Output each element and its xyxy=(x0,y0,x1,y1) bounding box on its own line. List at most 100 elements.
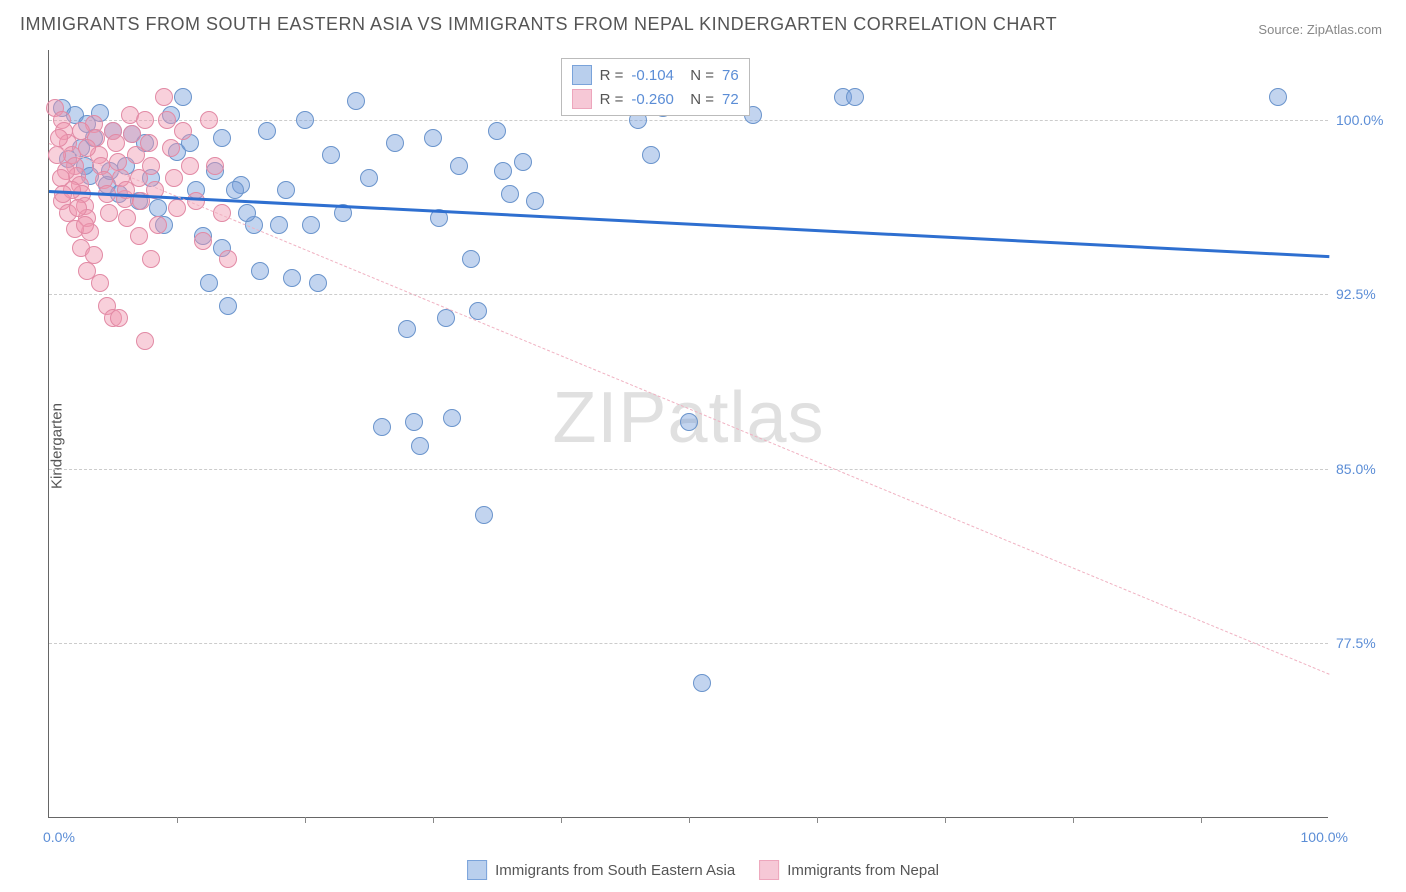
x-tick-mark xyxy=(817,817,818,823)
legend-label-sea: Immigrants from South Eastern Asia xyxy=(495,862,735,879)
scatter-point-nepal xyxy=(194,232,212,250)
scatter-point-sea xyxy=(424,129,442,147)
scatter-point-sea xyxy=(200,274,218,292)
scatter-point-nepal xyxy=(142,250,160,268)
source-prefix: Source: xyxy=(1258,22,1303,37)
scatter-point-sea xyxy=(302,216,320,234)
scatter-point-nepal xyxy=(140,134,158,152)
scatter-point-sea xyxy=(386,134,404,152)
scatter-point-sea xyxy=(680,413,698,431)
scatter-point-nepal xyxy=(206,157,224,175)
legend-label-nepal: Immigrants from Nepal xyxy=(787,862,939,879)
swatch-sea xyxy=(572,65,592,85)
scatter-point-nepal xyxy=(107,134,125,152)
scatter-point-nepal xyxy=(162,139,180,157)
legend-n-label: N = xyxy=(682,91,714,108)
x-axis-legend: Immigrants from South Eastern Asia Immig… xyxy=(467,860,939,880)
scatter-point-nepal xyxy=(123,125,141,143)
scatter-point-sea xyxy=(846,88,864,106)
scatter-point-nepal xyxy=(168,199,186,217)
legend-r-value: -0.104 xyxy=(631,67,674,84)
scatter-point-sea xyxy=(450,157,468,175)
scatter-point-nepal xyxy=(200,111,218,129)
scatter-point-nepal xyxy=(155,88,173,106)
legend-n-label: N = xyxy=(682,67,714,84)
x-tick-mark xyxy=(305,817,306,823)
scatter-point-nepal xyxy=(85,246,103,264)
scatter-point-sea xyxy=(501,185,519,203)
scatter-point-sea xyxy=(405,413,423,431)
swatch-nepal xyxy=(759,860,779,880)
gridline-h xyxy=(49,120,1328,121)
scatter-point-sea xyxy=(238,204,256,222)
legend-row-sea: R = -0.104 N = 76 xyxy=(572,63,739,87)
y-tick-label: 85.0% xyxy=(1336,461,1392,477)
scatter-point-nepal xyxy=(165,169,183,187)
scatter-point-nepal xyxy=(52,169,70,187)
x-tick-mark xyxy=(689,817,690,823)
scatter-point-nepal xyxy=(78,139,96,157)
scatter-point-sea xyxy=(258,122,276,140)
legend-r-value: -0.260 xyxy=(631,91,674,108)
scatter-point-nepal xyxy=(174,122,192,140)
scatter-point-nepal xyxy=(158,111,176,129)
scatter-point-sea xyxy=(213,129,231,147)
source-label: Source: ZipAtlas.com xyxy=(1258,22,1382,37)
legend-item-nepal: Immigrants from Nepal xyxy=(759,860,939,880)
scatter-point-sea xyxy=(488,122,506,140)
scatter-point-sea xyxy=(514,153,532,171)
x-max-label: 100.0% xyxy=(1301,829,1348,845)
scatter-point-sea xyxy=(309,274,327,292)
source-link[interactable]: ZipAtlas.com xyxy=(1307,22,1382,37)
x-min-label: 0.0% xyxy=(43,829,75,845)
scatter-point-sea xyxy=(270,216,288,234)
scatter-point-nepal xyxy=(136,111,154,129)
scatter-point-sea xyxy=(693,674,711,692)
scatter-point-nepal xyxy=(149,216,167,234)
scatter-point-sea xyxy=(347,92,365,110)
chart-title: IMMIGRANTS FROM SOUTH EASTERN ASIA VS IM… xyxy=(20,14,1057,35)
correlation-legend: R = -0.104 N = 76 R = -0.260 N = 72 xyxy=(561,58,750,116)
legend-item-sea: Immigrants from South Eastern Asia xyxy=(467,860,735,880)
swatch-sea xyxy=(467,860,487,880)
scatter-point-sea xyxy=(174,88,192,106)
legend-n-value: 72 xyxy=(722,91,739,108)
gridline-h xyxy=(49,294,1328,295)
scatter-point-sea xyxy=(322,146,340,164)
x-tick-mark xyxy=(1073,817,1074,823)
scatter-point-sea xyxy=(360,169,378,187)
legend-row-nepal: R = -0.260 N = 72 xyxy=(572,87,739,111)
scatter-point-sea xyxy=(277,181,295,199)
scatter-point-nepal xyxy=(54,185,72,203)
y-tick-label: 100.0% xyxy=(1336,112,1392,128)
x-tick-mark xyxy=(177,817,178,823)
legend-r-label: R = xyxy=(600,91,624,108)
scatter-point-sea xyxy=(398,320,416,338)
scatter-point-sea xyxy=(219,297,237,315)
scatter-point-sea xyxy=(526,192,544,210)
scatter-point-sea xyxy=(373,418,391,436)
swatch-nepal xyxy=(572,89,592,109)
x-tick-mark xyxy=(945,817,946,823)
x-tick-mark xyxy=(1201,817,1202,823)
scatter-point-nepal xyxy=(130,227,148,245)
scatter-point-sea xyxy=(443,409,461,427)
gridline-h xyxy=(49,643,1328,644)
x-tick-mark xyxy=(433,817,434,823)
scatter-point-nepal xyxy=(110,309,128,327)
scatter-point-sea xyxy=(251,262,269,280)
y-tick-label: 92.5% xyxy=(1336,286,1392,302)
scatter-point-nepal xyxy=(118,209,136,227)
scatter-point-nepal xyxy=(76,216,94,234)
plot-area: ZIPatlas 77.5%85.0%92.5%100.0%0.0%100.0%… xyxy=(48,50,1328,818)
scatter-point-nepal xyxy=(142,157,160,175)
x-tick-mark xyxy=(561,817,562,823)
scatter-point-sea xyxy=(411,437,429,455)
legend-r-label: R = xyxy=(600,67,624,84)
scatter-point-nepal xyxy=(91,274,109,292)
scatter-point-sea xyxy=(475,506,493,524)
y-tick-label: 77.5% xyxy=(1336,635,1392,651)
scatter-point-sea xyxy=(226,181,244,199)
scatter-point-sea xyxy=(283,269,301,287)
scatter-point-nepal xyxy=(219,250,237,268)
